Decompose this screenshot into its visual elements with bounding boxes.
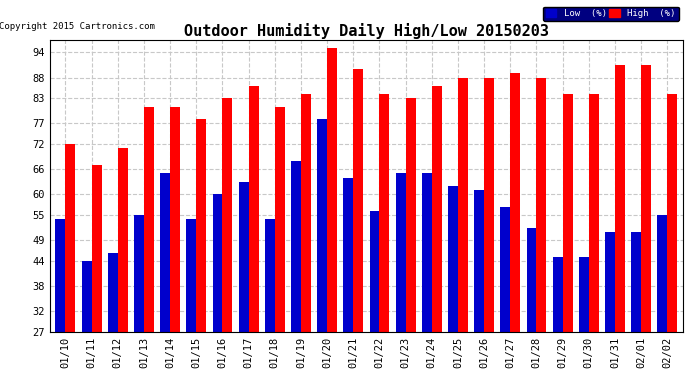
Bar (66, 144, 75, 332)
Bar (344, 178, 353, 332)
Bar (474, 190, 484, 332)
Title: Outdoor Humidity Daily High/Low 20150203: Outdoor Humidity Daily High/Low 20150203 (184, 23, 549, 39)
Bar (615, 65, 625, 332)
Bar (641, 65, 651, 332)
Bar (658, 215, 667, 332)
Bar (170, 107, 180, 332)
Bar (265, 219, 275, 332)
Bar (500, 207, 511, 332)
Bar (118, 148, 128, 332)
Bar (667, 94, 678, 332)
Bar (553, 257, 562, 332)
Bar (144, 107, 154, 332)
Bar (526, 228, 537, 332)
Bar (432, 86, 442, 332)
Bar (579, 257, 589, 332)
Text: Copyright 2015 Cartronics.com: Copyright 2015 Cartronics.com (0, 22, 155, 32)
Bar (248, 86, 259, 332)
Bar (92, 165, 101, 332)
Bar (448, 186, 458, 332)
Bar (222, 98, 233, 332)
Bar (291, 161, 301, 332)
Bar (395, 174, 406, 332)
Bar (631, 232, 641, 332)
Bar (55, 219, 66, 332)
Bar (317, 119, 327, 332)
Bar (511, 74, 520, 332)
Bar (380, 94, 389, 332)
Legend: Low  (%), High  (%): Low (%), High (%) (543, 6, 678, 21)
Bar (484, 78, 494, 332)
Bar (239, 182, 248, 332)
Bar (422, 174, 432, 332)
Bar (370, 211, 380, 332)
Bar (406, 98, 415, 332)
Bar (327, 48, 337, 332)
Bar (275, 107, 285, 332)
Bar (160, 174, 170, 332)
Bar (81, 261, 92, 332)
Bar (108, 253, 118, 332)
Bar (605, 232, 615, 332)
Bar (458, 78, 468, 332)
Bar (537, 78, 546, 332)
Bar (186, 219, 196, 332)
Bar (213, 194, 222, 332)
Bar (301, 94, 311, 332)
Bar (196, 119, 206, 332)
Bar (589, 94, 599, 332)
Bar (353, 69, 363, 332)
Bar (134, 215, 144, 332)
Bar (562, 94, 573, 332)
